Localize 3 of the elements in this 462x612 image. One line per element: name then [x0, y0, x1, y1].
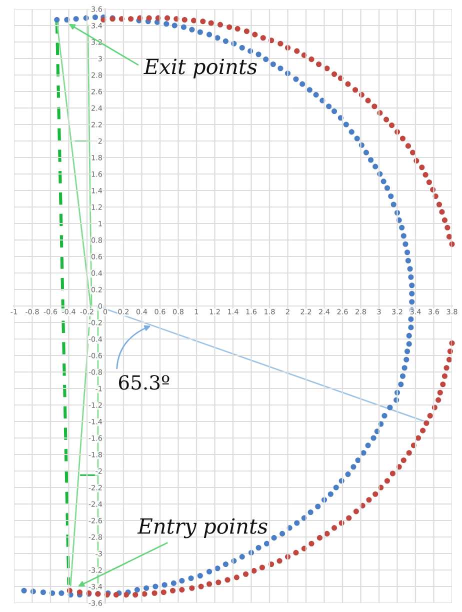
annotation: Entry points: [137, 518, 268, 538]
annotation: Exit points: [144, 58, 257, 78]
annotation: 65.3º: [119, 375, 170, 390]
